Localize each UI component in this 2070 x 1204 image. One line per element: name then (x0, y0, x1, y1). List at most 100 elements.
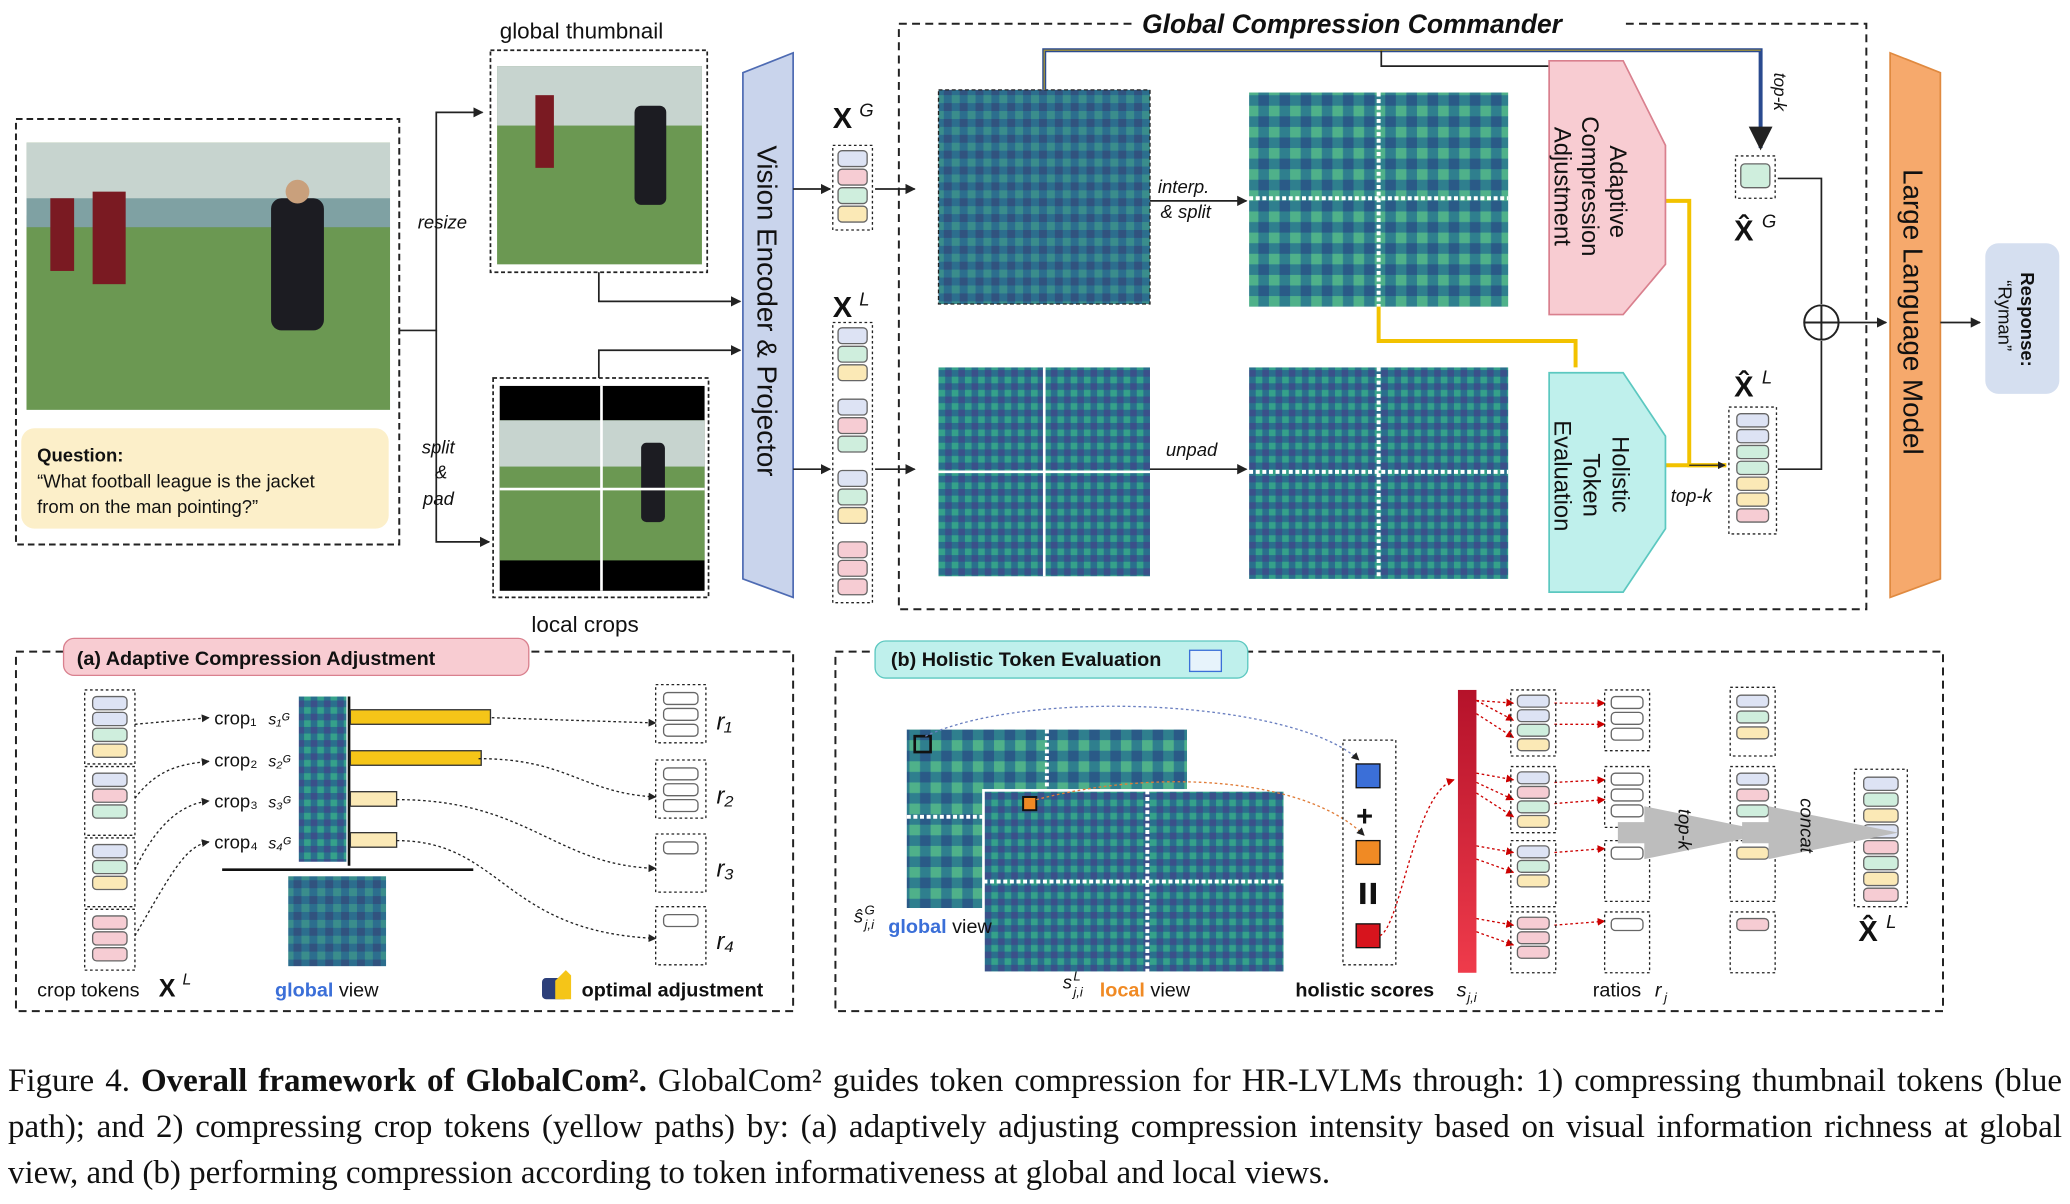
response-title: Response: (2017, 272, 2038, 367)
figure-caption: Figure 4. Overall framework of GlobalCom… (8, 1058, 2062, 1196)
vision-encoder-block (742, 51, 794, 599)
topk-b-label: top-k (1675, 809, 1696, 852)
xg-sup: G (859, 99, 873, 120)
crop-3-score: s₃ᴳ (268, 795, 291, 812)
xg-hat-stack (1734, 155, 1776, 199)
xg-label: X (833, 103, 853, 135)
ratios-label: ratios (1593, 980, 1642, 1002)
crop-2-bar (349, 750, 482, 766)
thumb-to-encoder-arrow (597, 272, 742, 307)
unpad-label: unpad (1166, 439, 1218, 460)
ratio-2: r₂ (716, 783, 733, 810)
crop-2-label: crop₂ (214, 750, 257, 771)
xl-sup: L (859, 288, 869, 309)
local-score-sub: j,i (1071, 985, 1084, 1000)
ratio-3: r₃ (716, 855, 733, 882)
panel-a-crop-stacks (84, 689, 136, 971)
ratio-1: r₁ (716, 709, 731, 736)
panel-a-title-badge (62, 637, 530, 677)
chart-icon (1188, 649, 1223, 673)
xg-token-stack (832, 144, 874, 231)
panel-b-local-word: local (1100, 980, 1145, 1002)
crop-4-bar (349, 832, 398, 848)
llm-block (1889, 51, 1942, 599)
score-combination: + (1342, 739, 1397, 966)
question-text-line1: “What football league is the jacket (37, 471, 315, 492)
panel-b-xl-hat: X̂ (1858, 914, 1878, 948)
xl-token-stack (832, 321, 874, 604)
svg-text:global view: global view (275, 980, 379, 1002)
aca-line2: Compression (1576, 116, 1603, 256)
xl-hat-sup: L (1762, 366, 1772, 387)
hte-line1: Holistic (1607, 436, 1634, 513)
holistic-scores-label: holistic scores (1295, 980, 1434, 1002)
hte-line2: Token (1578, 453, 1605, 516)
xg-hat-label: X̂ (1734, 213, 1754, 247)
caption-bold: Overall framework of GlobalCom². (141, 1063, 647, 1099)
crop-2-score: s₂ᴳ (268, 754, 291, 771)
crop-tokens-math: X (159, 975, 176, 1003)
xg-hat-sup: G (1762, 210, 1776, 231)
question-text-line2: from on the man pointing?” (37, 496, 258, 517)
global-score-sup: G (865, 903, 875, 918)
aca-line1: Adaptive (1604, 145, 1631, 238)
input-photo (26, 142, 391, 410)
thumbnail-frame (489, 49, 709, 274)
ratio-4: r₄ (716, 928, 733, 955)
llm-label: Large Language Model (1897, 169, 1928, 454)
hte-block (1548, 371, 1667, 593)
xl-label: X (833, 292, 853, 324)
panel-a-global-heatmap (288, 876, 387, 967)
concat-arrow (1742, 806, 1899, 860)
local-crops-image (499, 385, 705, 591)
panel-a-bars (349, 709, 492, 848)
global-thumbnail-label: global thumbnail (500, 18, 664, 43)
panel-a-ratio-stacks (655, 683, 707, 966)
local-crops-frame (492, 377, 710, 599)
split-arrow (435, 330, 491, 548)
panel-a-title: (a) Adaptive Compression Adjustment (77, 648, 436, 670)
input-box (14, 117, 401, 546)
aca-block (1548, 59, 1667, 316)
yellow-path-1 (1376, 306, 1578, 368)
ratios-sub: j (1662, 990, 1668, 1005)
crops-to-encoder-arrow (597, 345, 742, 379)
response-value: “Ryman” (1995, 280, 2016, 351)
local-score-sup: L (1073, 969, 1080, 984)
holistic-score-bar (1457, 689, 1477, 973)
hte-line3: Evaluation (1548, 420, 1575, 531)
resize-label: resize (418, 212, 467, 233)
local-score-symbol: s (1063, 972, 1072, 993)
panel-b-local-heatmap (982, 789, 1287, 975)
aca-line3: Adjustment (1548, 127, 1575, 246)
caption-prefix: Figure 4. (8, 1063, 141, 1099)
split-label-2: & split (1161, 201, 1212, 222)
interp-label: interp. (1158, 176, 1209, 197)
crop-4-score: s₄ᴳ (268, 836, 291, 853)
ratios-math: r (1655, 980, 1663, 1002)
holistic-sub: j,i (1465, 990, 1478, 1005)
xl-hat-stack (1728, 406, 1778, 535)
svg-text:global view: global view (888, 916, 992, 938)
question-title: Question: (37, 444, 123, 465)
resize-arrow (399, 107, 484, 332)
panel-b-global-view: view (947, 916, 993, 938)
crop-1-label: crop₁ (214, 707, 256, 728)
vision-encoder-label: Vision Encoder & Projector (751, 145, 782, 476)
question-card (21, 428, 389, 529)
framework-figure: Question: “What football league is the j… (14, 9, 2060, 1013)
concat-label: concat (1796, 798, 1817, 853)
amp-label: & (435, 461, 447, 482)
svg-text:+: + (1356, 801, 1373, 833)
global-heatmap (938, 89, 1150, 304)
crop-1-score: s₁ᴳ (268, 711, 290, 728)
crop-4-label: crop₄ (214, 832, 258, 853)
crop-3-label: crop₃ (214, 791, 258, 812)
panel-b-box (834, 650, 1944, 1013)
pad-label: pad (422, 488, 455, 509)
panel-b-local-view: view (1145, 980, 1191, 1002)
yellow-path-2 (1665, 198, 1727, 468)
panel-b-title: (b) Holistic Token Evaluation (891, 649, 1161, 671)
crop-tokens-label: crop tokens (37, 980, 140, 1002)
topk-yellow-label: top-k (1671, 485, 1714, 506)
